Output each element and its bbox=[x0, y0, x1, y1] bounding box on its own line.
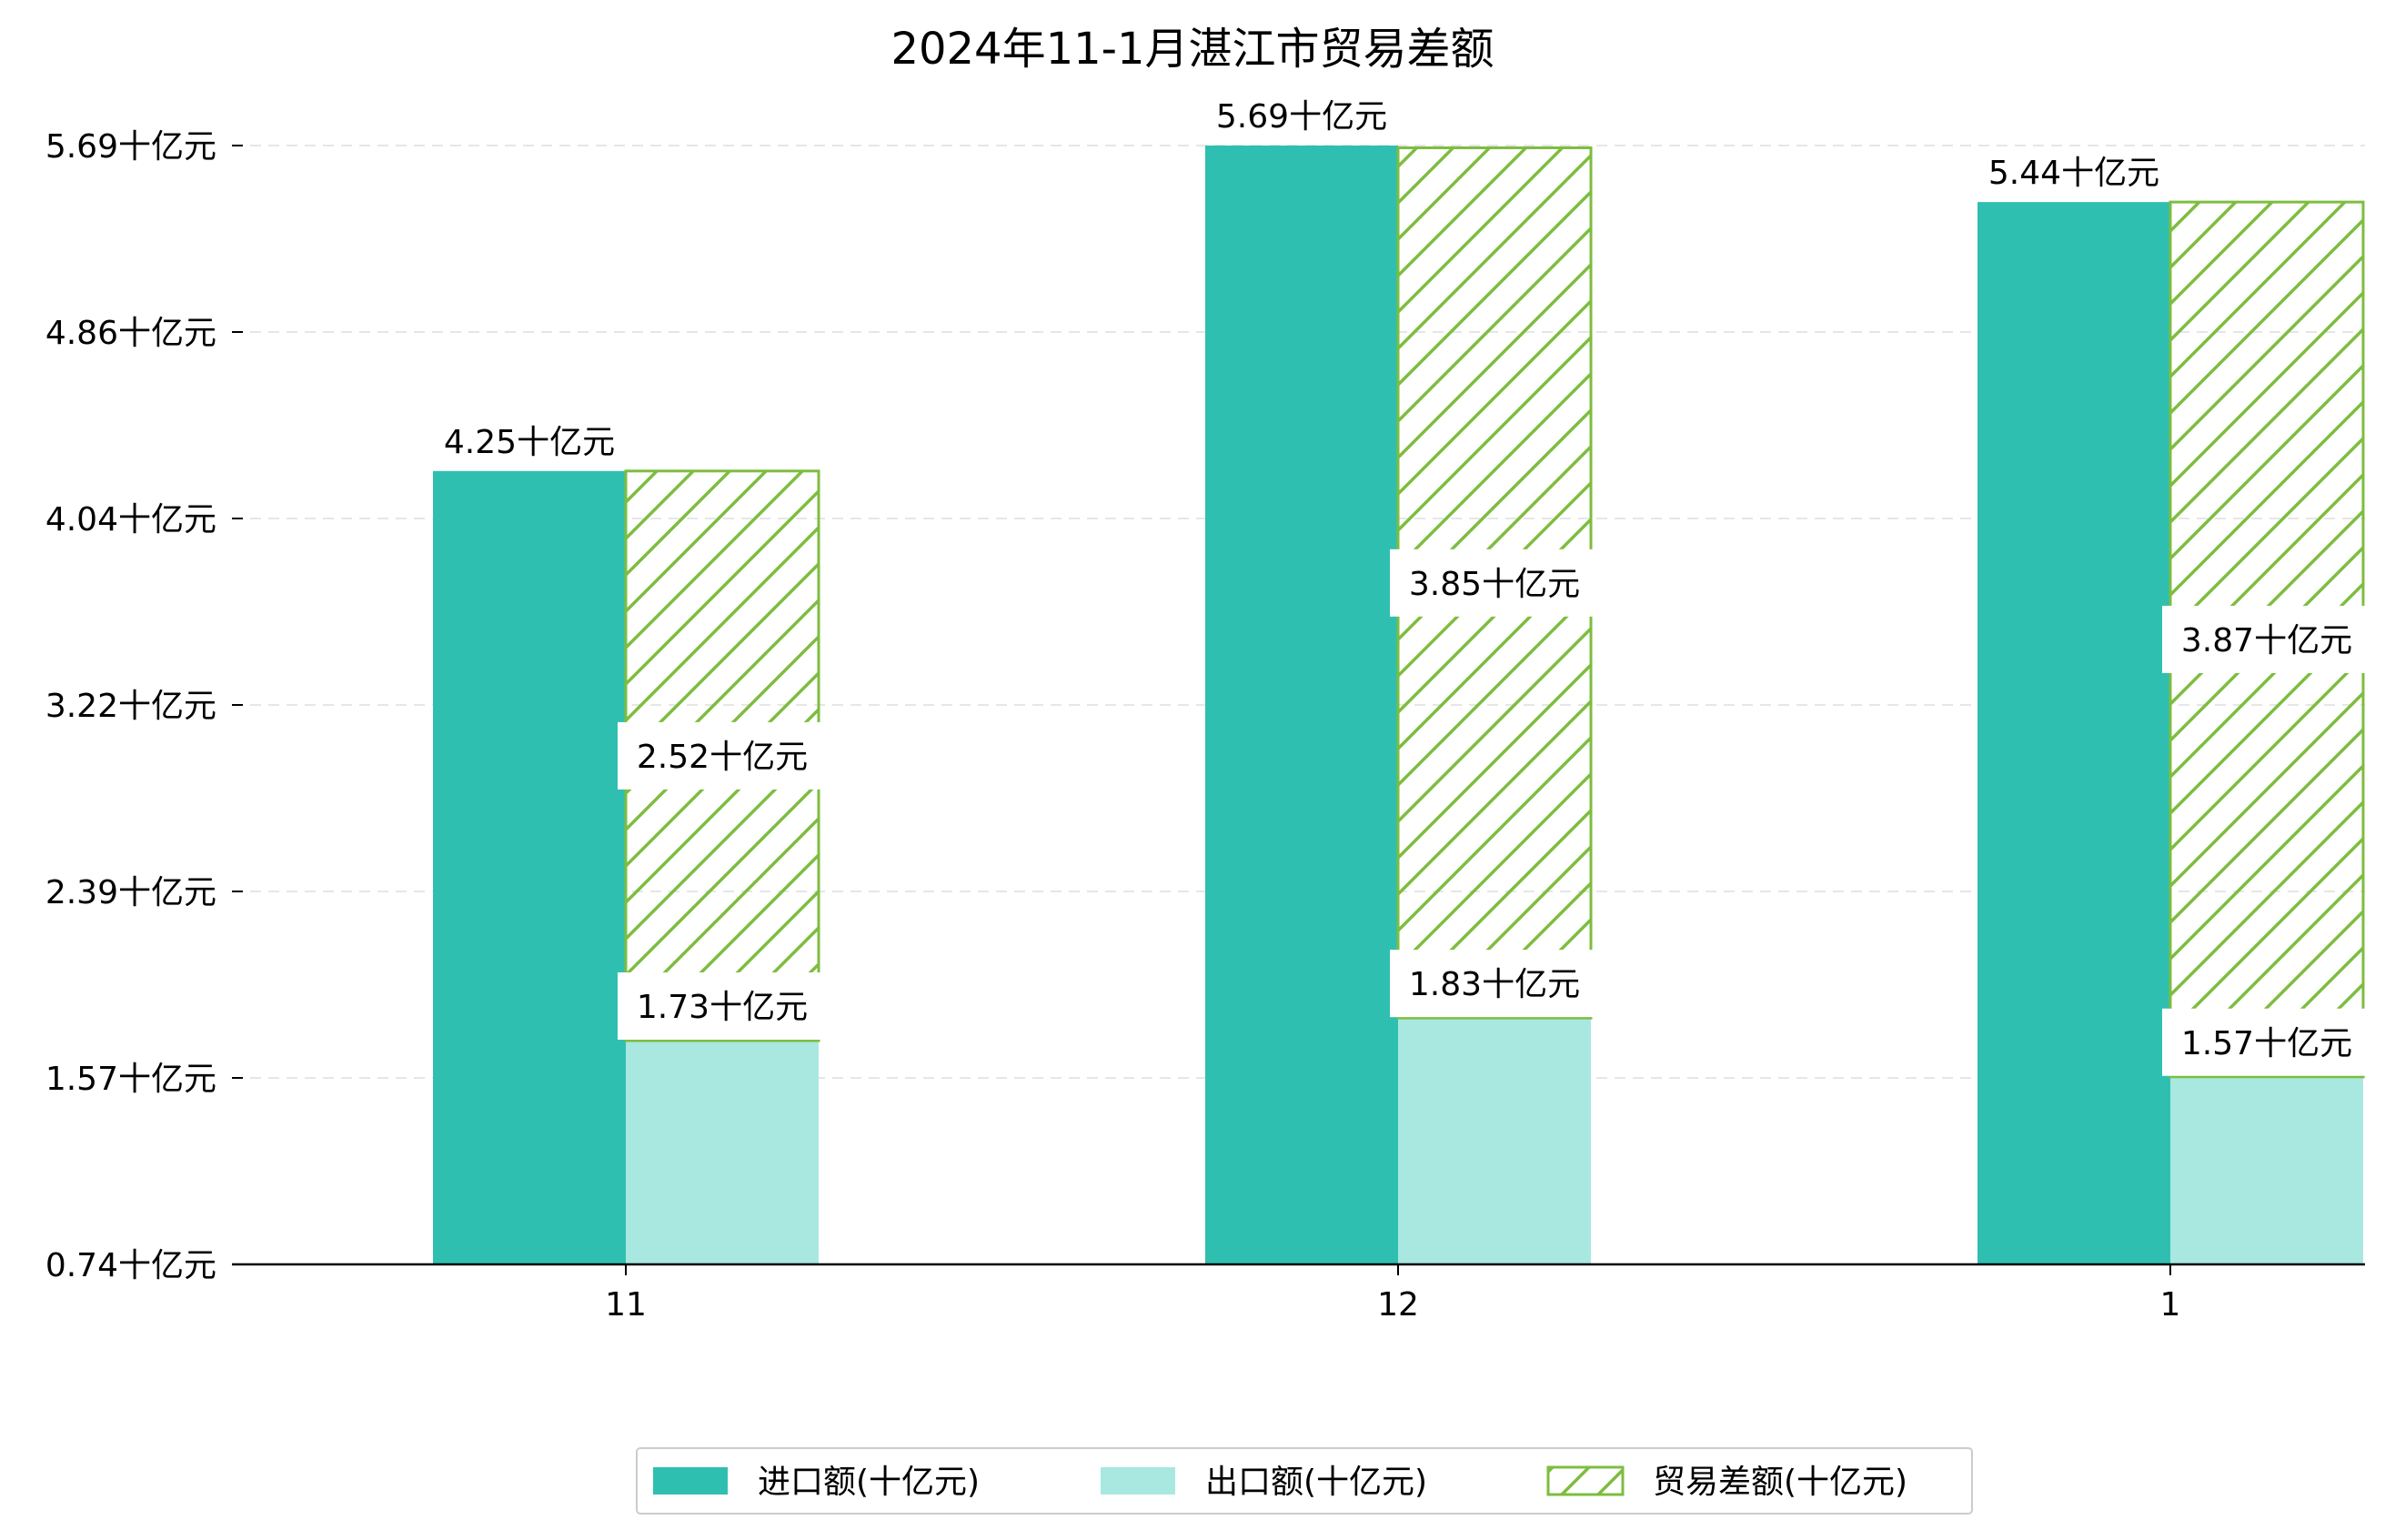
export-value-label: 1.73十亿元 bbox=[637, 989, 808, 1026]
axes: 0.74十亿元 1.57十亿元 2.39十亿元 3.22十亿元 4.04十亿元 4.86十… bbox=[45, 128, 2365, 1324]
trade-balance-value-label-box bbox=[618, 721, 827, 790]
trade-balance-value-label: 3.85十亿元 bbox=[1409, 566, 1580, 603]
y-tick-label: 3.22十亿元 bbox=[45, 688, 216, 725]
chart-title: 2024年11-1月湛江市贸易差额 bbox=[891, 24, 1494, 75]
y-tick-label: 5.69十亿元 bbox=[45, 128, 216, 166]
legend-export-label: 出口额(十亿元) bbox=[1205, 1464, 1427, 1501]
x-tick-label: 12 bbox=[1377, 1286, 1419, 1324]
y-tick-label: 0.74十亿元 bbox=[45, 1247, 216, 1284]
legend-box bbox=[636, 1447, 1973, 1515]
import-bar bbox=[1977, 202, 2170, 1264]
legend-import-label: 进口额(十亿元) bbox=[758, 1464, 980, 1501]
export-value-label: 1.83十亿元 bbox=[1409, 966, 1580, 1003]
trade-balance-value-label: 2.52十亿元 bbox=[637, 739, 808, 776]
data-labels: 4.25十亿元 1.73十亿元 2.52十亿元 5.69十亿元 1.83十亿元 3.85十… bbox=[444, 98, 2371, 1076]
export-value-label-box bbox=[2162, 1008, 2371, 1076]
export-bar bbox=[626, 1041, 819, 1264]
export-value-label-box bbox=[1390, 950, 1599, 1018]
trade-balance-value-label: 3.87十亿元 bbox=[2181, 622, 2352, 659]
import-value-label: 4.25十亿元 bbox=[444, 424, 615, 461]
export-value-label: 1.57十亿元 bbox=[2181, 1025, 2352, 1062]
legend-trade-balance-label: 贸易差额(十亿元) bbox=[1653, 1464, 1907, 1501]
import-bar bbox=[433, 470, 626, 1264]
x-tick-label: 1 bbox=[2160, 1286, 2181, 1324]
y-tick-label: 4.04十亿元 bbox=[45, 501, 216, 538]
y-tick-label: 1.57十亿元 bbox=[45, 1061, 216, 1098]
export-bar bbox=[2170, 1076, 2363, 1264]
trade-balance-value-label-box bbox=[1390, 549, 1599, 617]
legend-trade-balance-swatch bbox=[1546, 1465, 1625, 1496]
export-bar bbox=[1398, 1018, 1591, 1264]
import-value-label: 5.44十亿元 bbox=[1988, 155, 2159, 192]
legend-export-swatch bbox=[1101, 1467, 1175, 1495]
y-tick-label: 2.39十亿元 bbox=[45, 874, 216, 911]
bars bbox=[433, 146, 2365, 1264]
import-bar bbox=[1205, 146, 1398, 1264]
import-value-label: 5.69十亿元 bbox=[1216, 98, 1387, 136]
legend: 进口额(十亿元) 出口额(十亿元) 贸易差额(十亿元) bbox=[636, 1447, 1973, 1515]
x-tick-label: 11 bbox=[605, 1286, 647, 1324]
export-value-label-box bbox=[618, 972, 827, 1040]
legend-import-swatch bbox=[653, 1467, 728, 1495]
y-tick-label: 4.86十亿元 bbox=[45, 315, 216, 352]
trade-balance-value-label-box bbox=[2162, 605, 2371, 673]
